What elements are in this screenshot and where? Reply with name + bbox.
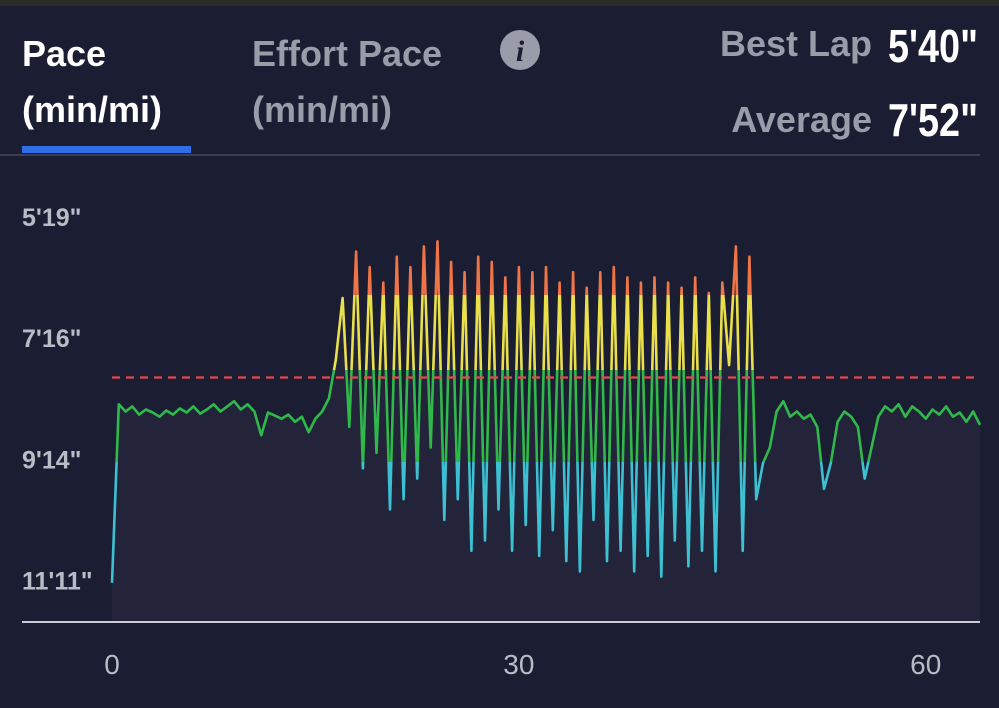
x-tick-label: 30	[503, 649, 534, 680]
tab-label: Effort Pace	[252, 33, 442, 74]
stat-value: 5'40"	[888, 20, 978, 72]
stat-label: Average	[731, 99, 872, 140]
info-circle	[500, 30, 540, 70]
stat-value: 7'52"	[888, 94, 978, 146]
x-tick-label: 60	[910, 649, 941, 680]
y-tick-label: 7'16"	[22, 325, 82, 353]
y-tick-label: 9'14"	[22, 447, 82, 475]
info-icon[interactable]: i	[500, 30, 540, 70]
y-tick-label: 11'11"	[22, 567, 93, 595]
tab-label: Pace	[22, 33, 106, 74]
tab-unit: (min/mi)	[252, 89, 392, 130]
active-tab-indicator	[22, 146, 191, 153]
top-edge	[0, 0, 999, 6]
effort-pace-tab[interactable]: Effort Pace (min/mi)	[252, 33, 442, 130]
stat-label: Best Lap	[720, 23, 872, 64]
info-glyph: i	[516, 35, 525, 68]
pace-tab[interactable]: Pace (min/mi)	[22, 33, 191, 153]
y-tick-label: 5'19"	[22, 204, 82, 232]
pace-line	[110, 240, 982, 583]
tab-unit: (min/mi)	[22, 89, 162, 130]
x-tick-label: 0	[104, 649, 120, 680]
